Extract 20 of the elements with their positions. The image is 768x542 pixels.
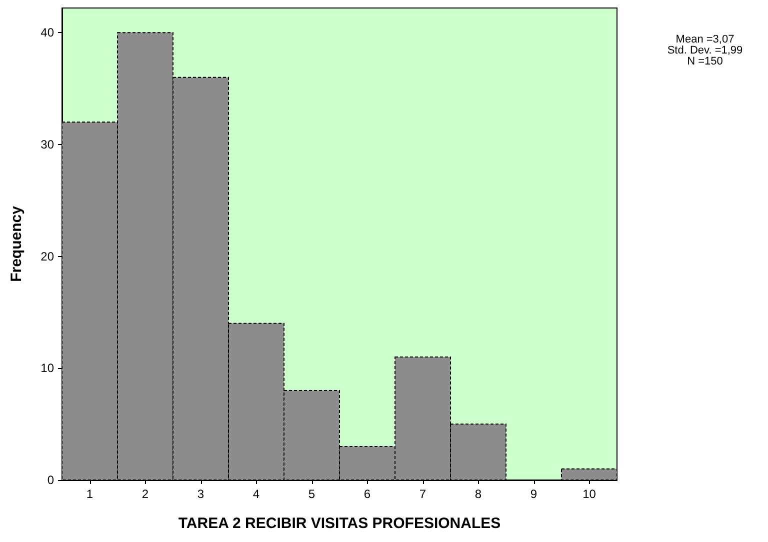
x-tick-label: 5 — [308, 487, 316, 501]
x-tick-label: 2 — [142, 487, 149, 501]
x-tick-label: 4 — [252, 487, 260, 501]
x-tick-label: 7 — [419, 487, 426, 501]
x-axis-title: TAREA 2 RECIBIR VISITAS PROFESIONALES — [178, 515, 501, 532]
y-axis-title: Frequency — [8, 205, 25, 282]
x-tick-label: 8 — [474, 487, 482, 501]
y-tick-label: 20 — [40, 249, 54, 264]
y-tick-label: 10 — [40, 361, 54, 376]
y-tick-label: 30 — [40, 137, 54, 152]
x-tick-label: 9 — [530, 487, 538, 501]
x-tick-label: 1 — [86, 487, 94, 501]
y-tick-label: 0 — [47, 473, 54, 487]
x-tick-label: 6 — [364, 487, 371, 501]
text: Std. Dev. =1,99 — [667, 44, 743, 56]
x-tick-label: 3 — [197, 487, 204, 501]
text: N =150 — [687, 56, 723, 68]
text: Mean =3,07 — [676, 34, 734, 46]
y-tick-label: 40 — [40, 26, 54, 40]
x-tick-label: 10 — [582, 487, 596, 501]
